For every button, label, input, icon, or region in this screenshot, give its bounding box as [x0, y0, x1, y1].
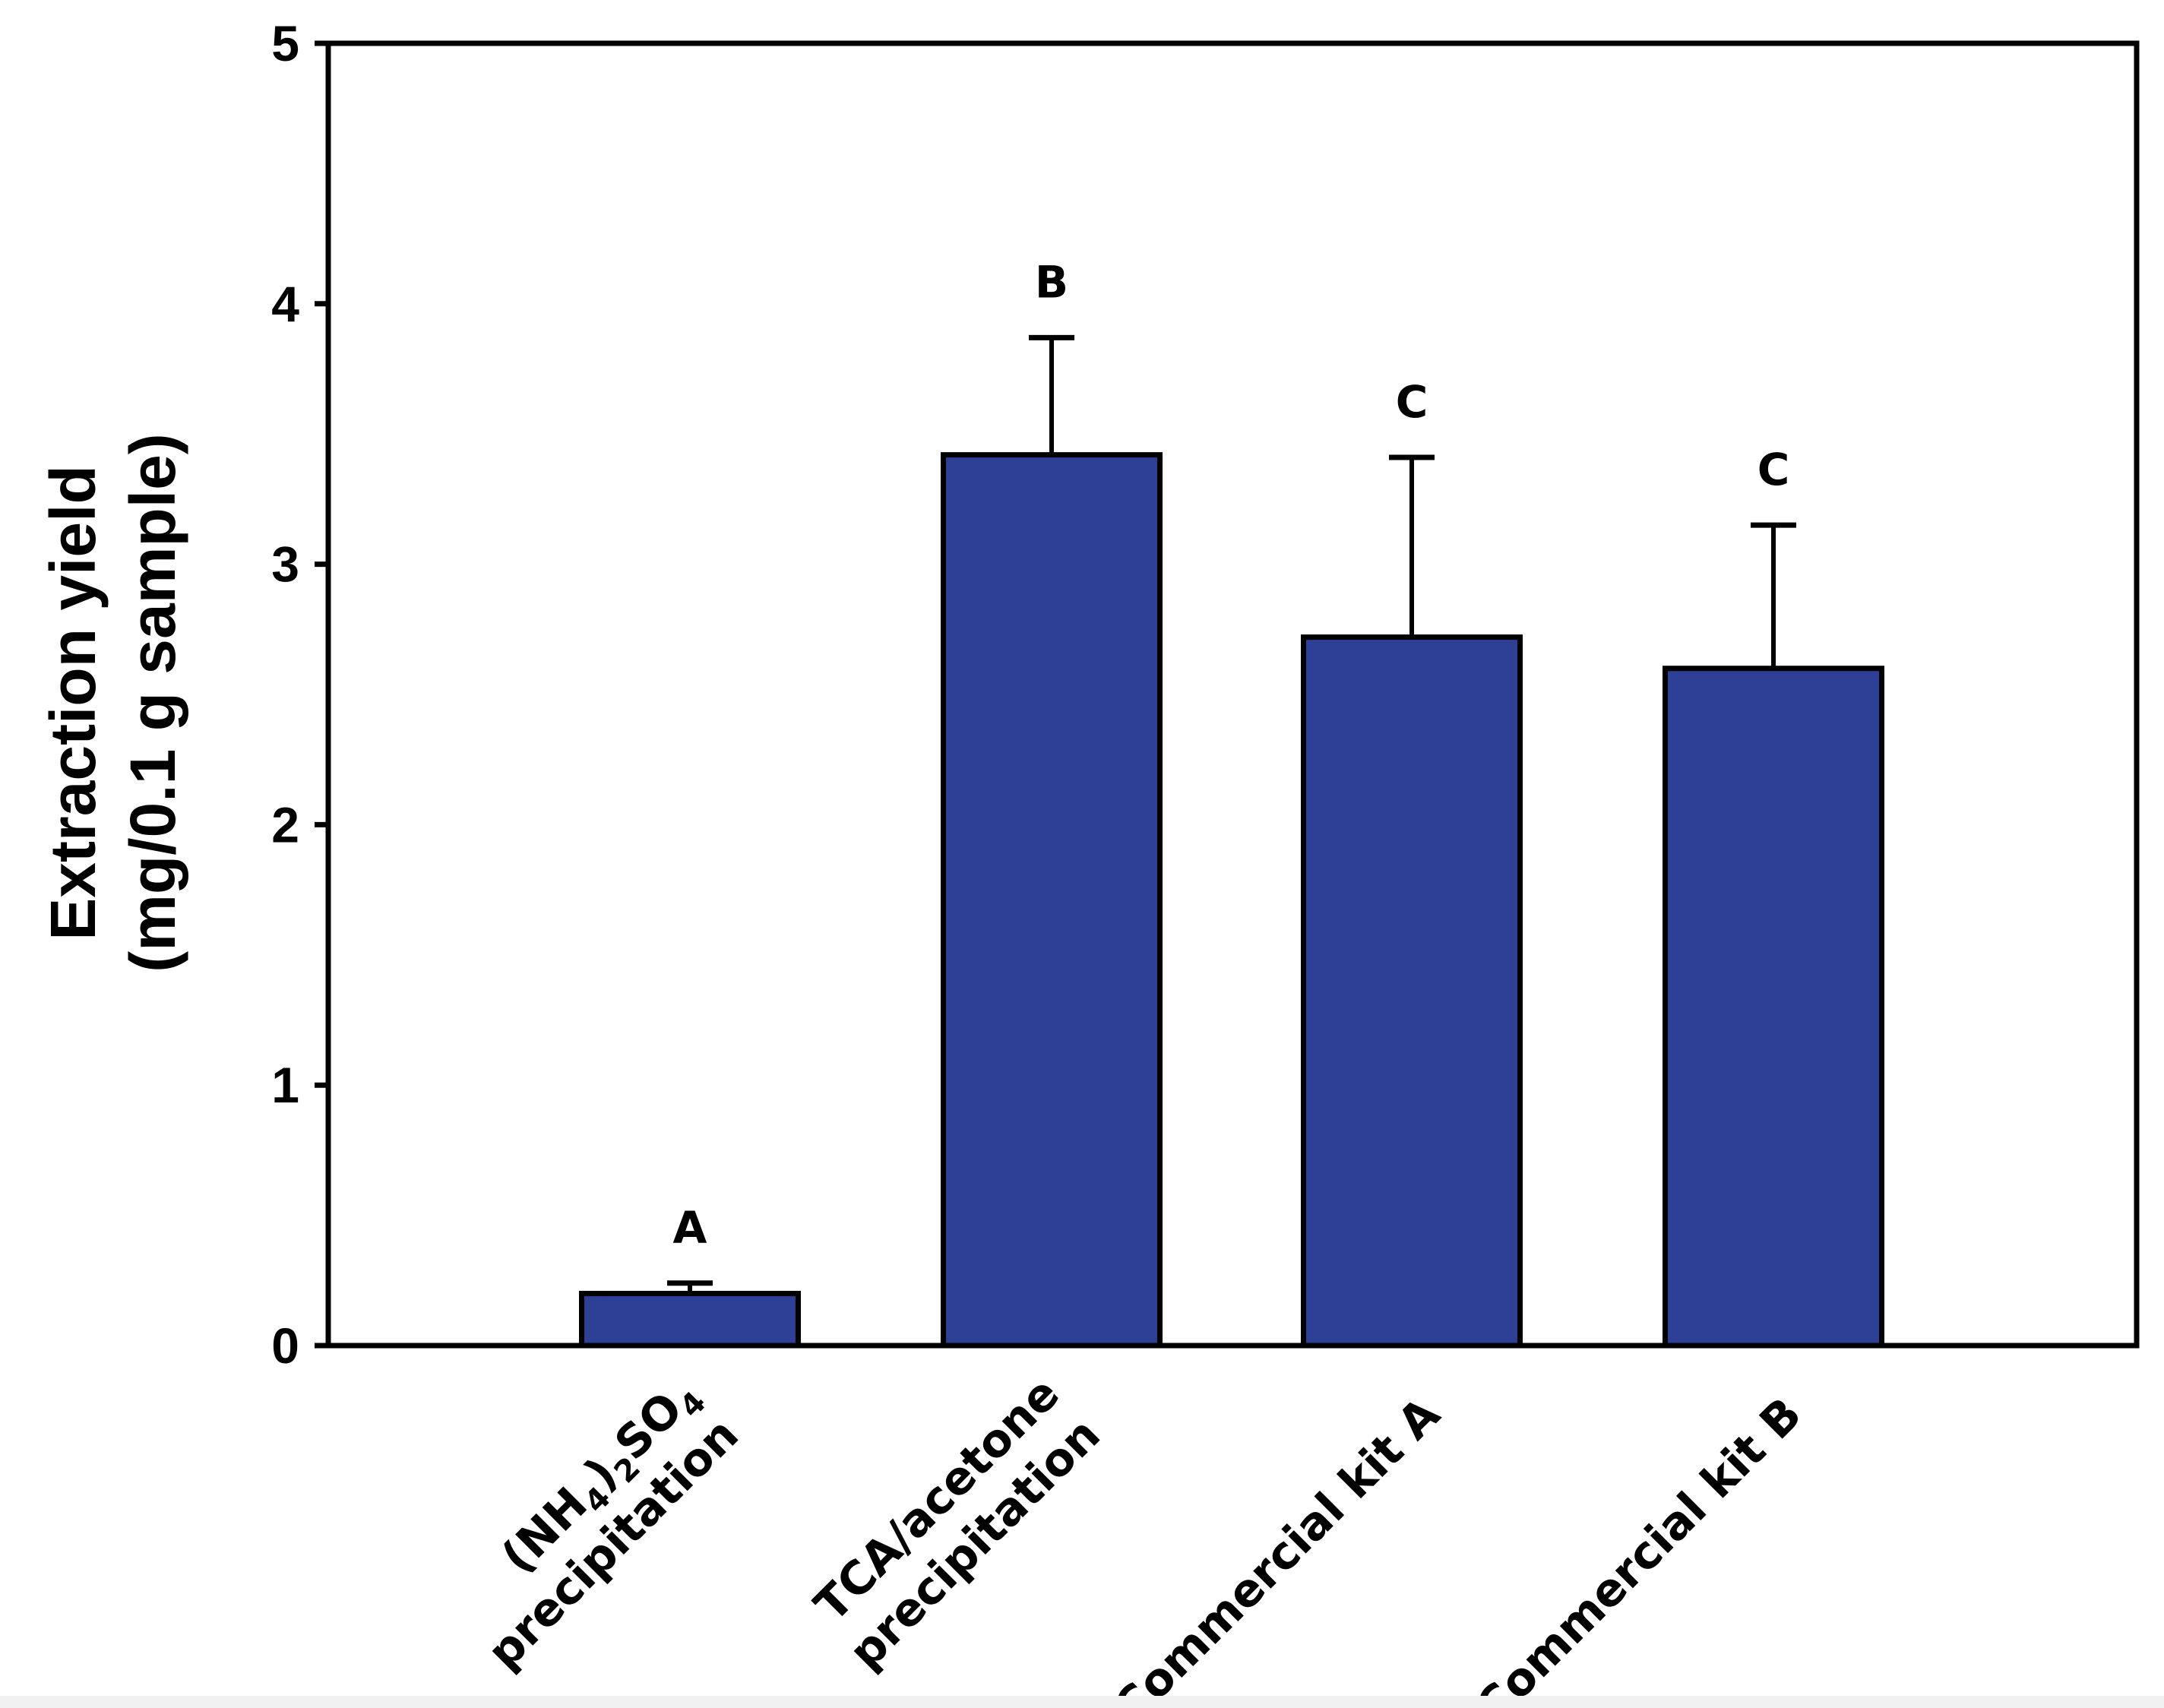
significance-label: C [1396, 376, 1428, 428]
x-category-label: Commercial kit A [1104, 1387, 1451, 1708]
footer-strip [0, 1696, 2164, 1708]
y-axis-title: Extraction yield (mg/0.1 g sample) [37, 433, 188, 973]
label-text: Commercial kit A [1104, 1387, 1451, 1708]
significance-label: A [673, 1202, 707, 1254]
x-category-label: Commercial kit B [1466, 1387, 1812, 1708]
y-tick-label: 2 [271, 796, 299, 852]
y-tick-label: 0 [271, 1317, 299, 1374]
y-tick-label: 3 [271, 536, 299, 593]
significance-labels: A B C C [673, 256, 1790, 1253]
plot-frame [325, 40, 2140, 1349]
significance-label: B [1035, 256, 1068, 308]
y-axis-title-line2: (mg/0.1 g sample) [117, 433, 188, 973]
y-axis-title-line1: Extraction yield [37, 465, 109, 941]
label-text: Commercial kit B [1466, 1387, 1812, 1708]
bar [579, 1290, 801, 1349]
x-category-label-line: Commercial kit B [1466, 1387, 1812, 1708]
x-category-label-line: Commercial kit A [1104, 1387, 1451, 1708]
y-axis-ticks: 0 1 2 3 4 5 [271, 15, 328, 1374]
y-tick-label: 5 [271, 15, 299, 71]
y-tick-label: 1 [271, 1057, 299, 1113]
y-tick-label: 4 [271, 276, 299, 332]
significance-label: C [1757, 444, 1790, 495]
bar [1301, 634, 1523, 1349]
bar [941, 452, 1163, 1349]
bars-group [579, 452, 1884, 1349]
bar [1663, 666, 1884, 1349]
error-bars-group [667, 334, 1796, 1294]
